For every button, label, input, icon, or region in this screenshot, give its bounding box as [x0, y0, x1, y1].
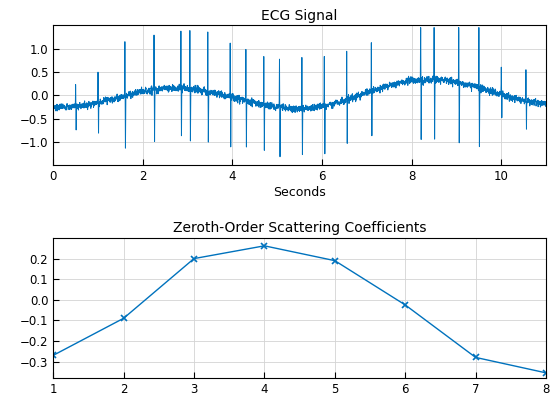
X-axis label: Seconds: Seconds — [273, 186, 326, 199]
Title: Zeroth-Order Scattering Coefficients: Zeroth-Order Scattering Coefficients — [173, 221, 426, 236]
Title: ECG Signal: ECG Signal — [262, 9, 338, 23]
